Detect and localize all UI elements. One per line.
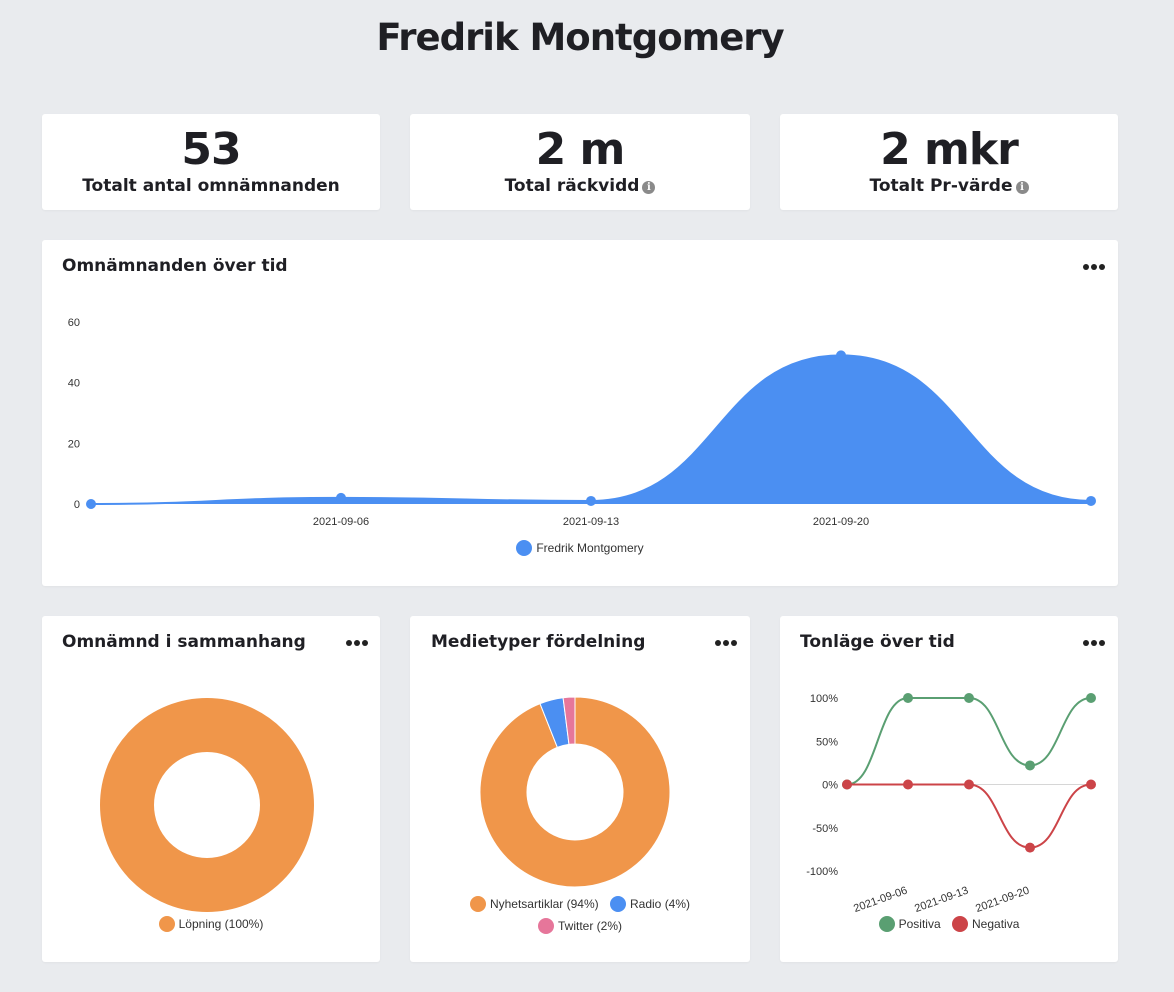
legend-swatch [878,916,895,932]
kpi-label-text: Total räckvidd [504,176,640,196]
legend-item[interactable]: Positiva [878,916,941,932]
data-point [903,693,913,703]
legend-item[interactable]: Nyhetsartiklar (94%) [469,896,599,912]
y-tick-label: 40 [68,378,80,390]
pie-slice [562,696,576,745]
series-line [846,783,1092,849]
data-point [586,495,596,506]
legend-label: Radio (4%) [630,897,691,911]
data-point [1086,693,1096,703]
kpi-card-pr-value: 2 mkr Totalt Pr-värde i [780,114,1118,210]
card-title: Omnämnanden över tid [62,256,288,276]
media-types-donut-chart [479,696,671,888]
info-icon[interactable]: i [1015,181,1029,194]
y-tick-label: 20 [68,438,80,450]
x-tick-label: 2021-09-06 [852,885,909,916]
y-tick-label: 50% [816,736,838,748]
legend-label: Fredrik Montgomery [536,541,644,555]
tone-card: Tonläge över tid 100% 50% 0% -50% -100% 2021-… [780,616,1118,962]
x-tick-label: 2021-09-13 [563,516,619,528]
legend-label: Nyhetsartiklar (94%) [489,897,599,911]
series-line [90,354,1092,505]
card-title: Medietyper fördelning [431,632,646,652]
mentions-area-chart: 0 20 40 60 2021-09-06 2021-09-13 2021-09-20 [68,317,1096,528]
more-options-icon[interactable] [346,640,370,648]
legend-label: Löpning (100%) [178,917,264,931]
x-tick-label: 2021-09-13 [913,885,970,916]
data-point [336,492,346,503]
legend-item[interactable]: Twitter (2%) [537,918,622,934]
y-tick-label: 0% [822,780,838,792]
chart-legend: Löpning (100%) [42,916,380,932]
legend-item[interactable]: Negativa [952,916,1019,932]
kpi-label-mentions: Totalt antal omnämnanden [42,176,380,196]
mentions-over-time-card: Omnämnanden över tid 0 20 40 60 2021-09-06 20… [42,240,1118,586]
chart-legend: Nyhetsartiklar (94%) Radio (4%) Twitter … [410,896,750,934]
pie-slice [100,698,314,912]
y-tick-label: 0 [74,499,80,511]
tone-line-chart: 100% 50% 0% -50% -100% 2021-09-06 2021-09-13 20… [806,693,1096,916]
card-title: Tonläge över tid [800,632,955,652]
kpi-card-mentions: 53 Totalt antal omnämnanden [42,114,380,210]
kpi-label-text: Totalt antal omnämnanden [82,176,340,196]
y-tick-label: -100% [806,866,838,878]
legend-item[interactable]: Löpning (100%) [158,916,264,932]
series-line [846,697,1092,786]
legend-swatch [952,916,968,932]
y-tick-label: -50% [812,823,838,835]
legend-label: Twitter (2%) [557,919,622,933]
legend-item[interactable]: Fredrik Montgomery [516,540,644,556]
series-area [91,355,1091,504]
data-point [903,779,913,790]
data-point [964,779,974,790]
legend-swatch [158,916,175,932]
data-point [1086,495,1096,506]
more-options-icon[interactable] [1083,264,1107,272]
more-options-icon[interactable] [1083,640,1107,648]
card-title: Omnämnd i sammanhang [62,632,306,652]
data-point [836,350,846,361]
data-point [1025,760,1035,771]
kpi-value-mentions: 53 [181,124,241,175]
chart-legend: Positiva Negativa [780,916,1118,932]
legend-swatch [537,918,554,934]
x-tick-label: 2021-09-20 [974,885,1031,916]
data-point [964,693,974,703]
kpi-label-reach: Total räckvidd i [410,176,750,196]
legend-item[interactable]: Radio (4%) [610,896,690,912]
context-card: Omnämnd i sammanhang Löpning (100%) [42,616,380,962]
kpi-label-pr: Totalt Pr-värde i [780,176,1118,196]
pie-slice [479,696,671,888]
kpi-card-reach: 2 m Total räckvidd i [410,114,750,210]
data-point [1086,779,1096,790]
chart-legend: Fredrik Montgomery [42,540,1118,556]
context-donut-chart [100,698,314,912]
data-point [1025,842,1035,853]
info-icon[interactable]: i [642,181,656,194]
x-tick-label: 2021-09-06 [313,516,369,528]
kpi-label-text: Totalt Pr-värde [869,176,1013,196]
legend-swatch [469,896,486,912]
legend-label: Positiva [898,917,941,931]
legend-swatch [516,540,533,556]
data-point [842,779,852,790]
data-point [86,499,96,509]
media-types-card: Medietyper fördelning Nyhetsartiklar (94… [410,616,750,962]
kpi-value-pr: 2 mkr [880,124,1019,175]
y-tick-label: 60 [68,317,80,329]
more-options-icon[interactable] [715,640,739,648]
x-tick-label: 2021-09-20 [813,516,869,528]
legend-label: Negativa [972,917,1020,931]
legend-swatch [610,896,626,912]
y-tick-label: 100% [810,693,838,705]
kpi-value-reach: 2 m [535,124,626,175]
page-title: Fredrik Montgomery [376,16,784,59]
